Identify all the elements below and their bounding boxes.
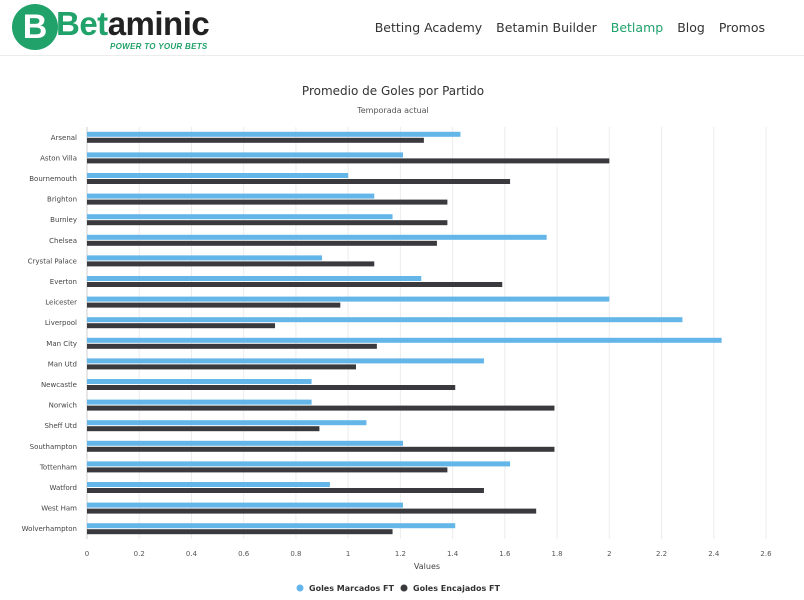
bar-goles-marcados[interactable]	[87, 399, 312, 405]
category-label: Tottenham	[39, 463, 77, 471]
category-label: West Ham	[41, 505, 77, 513]
x-tick-label: 1.4	[447, 550, 459, 558]
category-label: Arsenal	[51, 134, 77, 142]
x-tick-label: 0.4	[186, 550, 198, 558]
category-label: Wolverhampton	[22, 525, 77, 533]
bar-goles-encajados[interactable]	[87, 426, 320, 432]
x-tick-label: 1.2	[395, 550, 406, 558]
chart-title: Promedio de Goles por Partido	[302, 84, 484, 98]
bar-goles-marcados[interactable]	[87, 337, 722, 343]
bar-goles-encajados[interactable]	[87, 343, 377, 349]
chart-grid	[86, 127, 767, 539]
category-label: Newcastle	[41, 381, 77, 389]
bar-goles-marcados[interactable]	[87, 482, 330, 487]
legend-marker[interactable]	[296, 584, 304, 592]
chart-subtitle: Temporada actual	[356, 106, 429, 115]
category-label: Bournemouth	[29, 175, 77, 183]
category-label: Southampton	[30, 443, 77, 451]
category-label: Man City	[46, 340, 77, 348]
bar-goles-encajados[interactable]	[87, 323, 276, 329]
bar-goles-marcados[interactable]	[87, 317, 683, 323]
category-labels: Arsenal Aston Villa Bournemouth Brighton Bur…	[22, 134, 78, 533]
bar-goles-marcados[interactable]	[87, 296, 610, 302]
x-tick-label: 0.2	[134, 550, 145, 558]
category-label: Aston Villa	[40, 154, 77, 162]
x-tick-label: 2.6	[760, 550, 772, 558]
bar-goles-encajados[interactable]	[87, 488, 484, 493]
x-tick-label: 0.8	[290, 550, 301, 558]
bar-goles-encajados[interactable]	[87, 261, 375, 267]
bar-goles-marcados[interactable]	[87, 276, 422, 281]
category-label: Liverpool	[45, 319, 77, 327]
bar-goles-marcados[interactable]	[87, 131, 461, 137]
nav-promos[interactable]: Promos	[718, 20, 765, 35]
bar-goles-encajados[interactable]	[87, 446, 555, 452]
bar-goles-marcados[interactable]	[87, 379, 312, 384]
bar-goles-marcados[interactable]	[87, 152, 403, 158]
bar-goles-marcados[interactable]	[87, 234, 547, 240]
x-tick-label: 1.6	[499, 550, 511, 558]
category-label: Everton	[50, 278, 77, 286]
bar-goles-encajados[interactable]	[87, 220, 448, 226]
x-tick-label: 1	[346, 550, 350, 558]
goals-bar-chart: Promedio de Goles por Partido Temporada …	[22, 84, 773, 593]
bar-goles-encajados[interactable]	[87, 179, 511, 184]
bar-goles-marcados[interactable]	[87, 214, 393, 220]
nav-blog[interactable]: Blog	[677, 20, 705, 35]
bar-goles-marcados[interactable]	[87, 420, 367, 426]
category-label: Leicester	[45, 299, 77, 307]
legend-marker[interactable]	[400, 584, 408, 592]
category-label: Norwich	[49, 402, 77, 410]
site-header: B Betaminic POWER TO YOUR BETS Betting A…	[0, 0, 804, 56]
betaminic-logo[interactable]: B Betaminic POWER TO YOUR BETS	[12, 4, 210, 52]
category-label: Chelsea	[49, 237, 77, 245]
chart-bars	[87, 131, 722, 535]
bar-goles-encajados[interactable]	[87, 158, 610, 164]
x-tick-label: 2	[607, 550, 611, 558]
legend-label[interactable]: Goles Encajados FT	[413, 584, 500, 593]
chart-legend[interactable]: Goles Marcados FT Goles Encajados FT	[296, 584, 501, 593]
bar-goles-marcados[interactable]	[87, 193, 375, 199]
logo-tagline: POWER TO YOUR BETS	[110, 42, 208, 51]
bar-goles-encajados[interactable]	[87, 529, 393, 535]
bar-goles-encajados[interactable]	[87, 467, 448, 473]
category-label: Burnley	[50, 216, 77, 224]
x-tick-label: 0	[85, 550, 89, 558]
logo-badge-icon: B	[12, 4, 58, 50]
nav-betting-academy[interactable]: Betting Academy	[374, 20, 483, 35]
bar-goles-encajados[interactable]	[87, 508, 537, 514]
bar-goles-marcados[interactable]	[87, 440, 403, 446]
main-nav: Betting Academy Betamin Builder Betlamp …	[375, 20, 765, 35]
bar-goles-encajados[interactable]	[87, 137, 424, 143]
x-tick-label: 2.4	[708, 550, 720, 558]
legend-label[interactable]: Goles Marcados FT	[309, 584, 394, 593]
bar-goles-encajados[interactable]	[87, 364, 356, 370]
bar-goles-encajados[interactable]	[87, 385, 456, 390]
bar-goles-marcados[interactable]	[87, 173, 349, 178]
category-label: Brighton	[47, 196, 77, 204]
category-label: Sheff Utd	[44, 422, 77, 430]
category-label: Man Utd	[48, 360, 77, 368]
bar-goles-encajados[interactable]	[87, 240, 437, 246]
x-tick-label: 0.6	[238, 550, 250, 558]
bar-goles-marcados[interactable]	[87, 358, 484, 364]
nav-betlamp[interactable]: Betlamp	[610, 20, 664, 35]
nav-betamin-builder[interactable]: Betamin Builder	[496, 20, 597, 35]
category-label: Watford	[50, 484, 77, 492]
x-axis-label: Values	[414, 562, 440, 571]
logo-wordmark: Betaminic	[56, 5, 210, 42]
bar-goles-marcados[interactable]	[87, 461, 511, 467]
bar-goles-encajados[interactable]	[87, 405, 555, 411]
x-tick-label: 2.2	[656, 550, 667, 558]
bar-goles-encajados[interactable]	[87, 199, 448, 205]
bar-goles-encajados[interactable]	[87, 302, 341, 308]
bar-goles-marcados[interactable]	[87, 255, 323, 261]
x-tick-label: 1.8	[552, 550, 563, 558]
bar-goles-marcados[interactable]	[87, 523, 456, 529]
bar-goles-encajados[interactable]	[87, 282, 503, 287]
bar-goles-marcados[interactable]	[87, 502, 403, 508]
category-label: Crystal Palace	[28, 257, 77, 265]
x-tick-labels: 0 0.2 0.4 0.6 0.8 1 1.2 1.4 1.6 1.8 2 2.2 2.4 2.6	[85, 550, 772, 558]
